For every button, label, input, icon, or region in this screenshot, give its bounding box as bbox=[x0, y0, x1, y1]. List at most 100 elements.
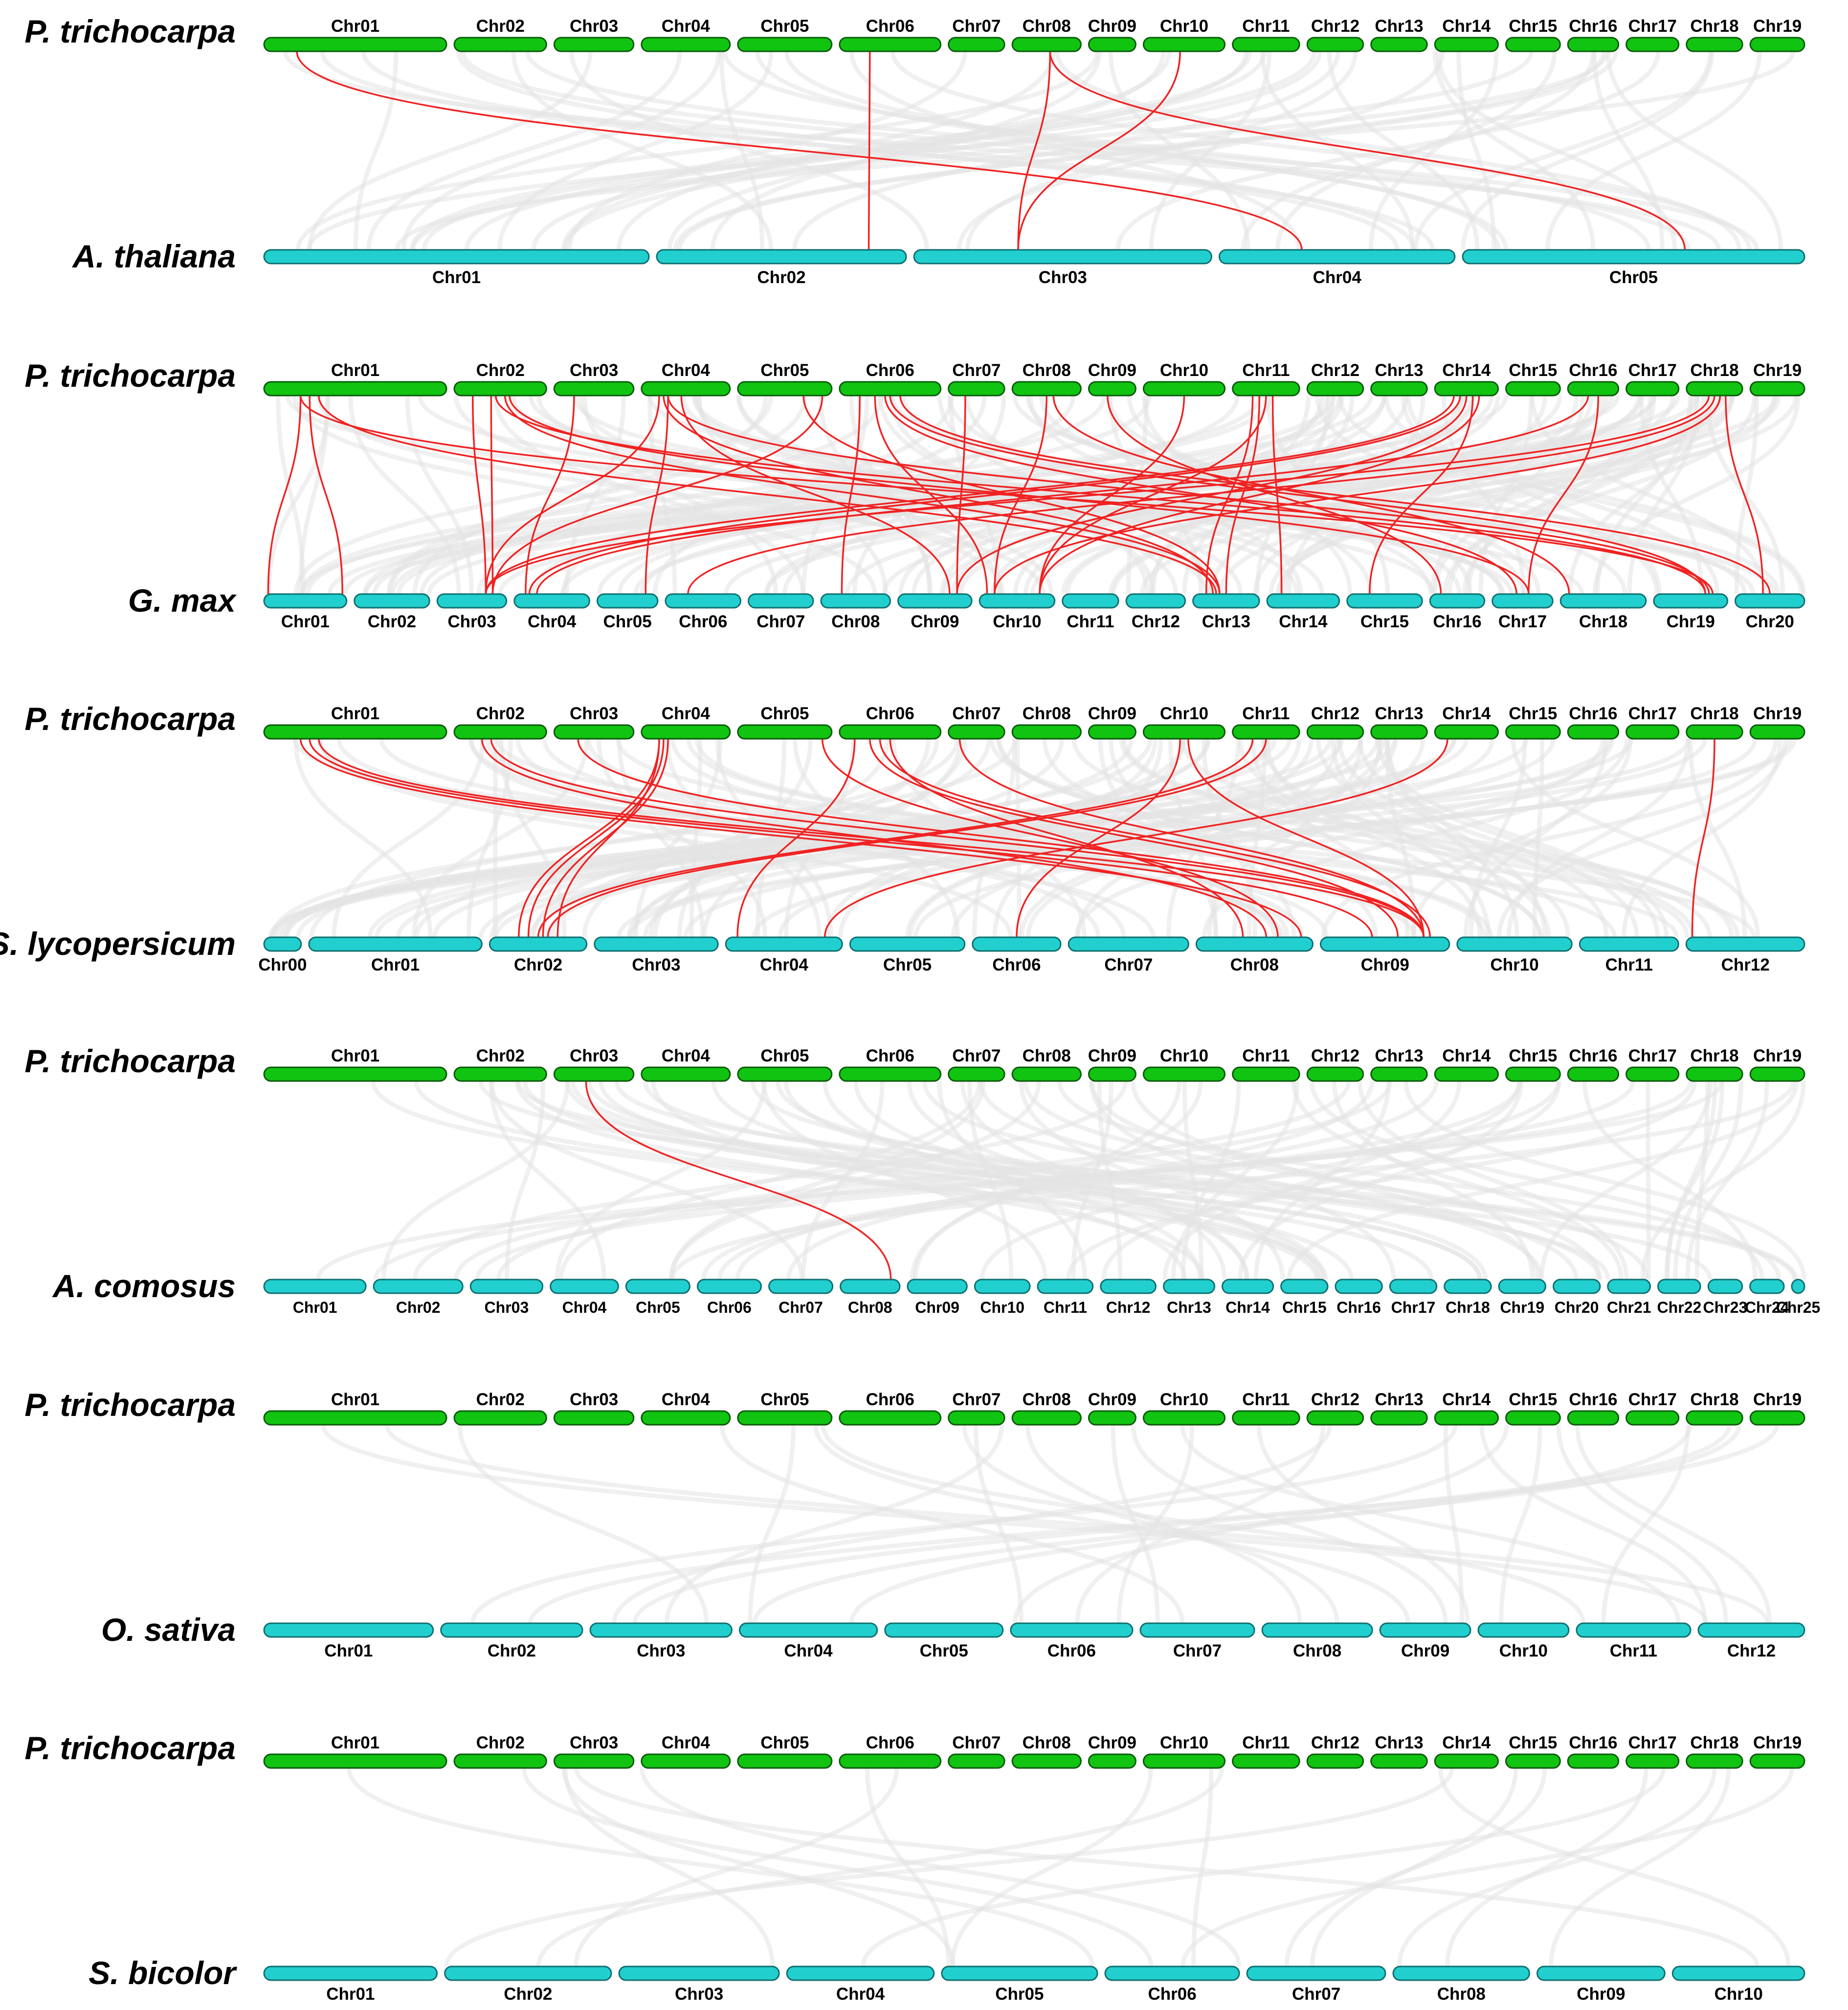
reference-chromosome-label: Chr10 bbox=[1160, 1733, 1208, 1752]
background-link bbox=[615, 738, 1617, 938]
reference-chromosome-label: Chr16 bbox=[1569, 17, 1617, 36]
reference-chromosome-bar-17 bbox=[1686, 1753, 1743, 1769]
reference-chromosome-bar-9 bbox=[1142, 37, 1226, 52]
query-chromosome-label: Chr01 bbox=[371, 955, 420, 974]
background-link bbox=[1685, 1081, 1769, 1280]
query-chromosome-bar-12 bbox=[1192, 593, 1260, 609]
reference-chromosome-label: Chr17 bbox=[1628, 17, 1677, 36]
reference-chromosome-bar-4 bbox=[737, 1066, 833, 1082]
reference-chromosome-label: Chr05 bbox=[760, 17, 809, 36]
background-link bbox=[1162, 1081, 1462, 1280]
background-link bbox=[1545, 51, 1762, 250]
background-link bbox=[300, 395, 1107, 595]
query-chromosome-label: Chr04 bbox=[1313, 268, 1362, 287]
reference-chromosome-label: Chr10 bbox=[1160, 17, 1208, 36]
query-chromosome-label: Chr08 bbox=[1437, 1985, 1486, 2004]
reference-chromosome-bar-9 bbox=[1142, 1066, 1226, 1082]
reference-chromosome-label: Chr13 bbox=[1375, 1046, 1423, 1065]
query-chromosome-bar-15 bbox=[1335, 1279, 1383, 1294]
reference-chromosome-bar-18 bbox=[1749, 724, 1805, 740]
background-link bbox=[719, 51, 765, 250]
query-chromosome-label: Chr11 bbox=[1067, 612, 1114, 631]
background-link bbox=[309, 738, 959, 938]
background-link bbox=[865, 1767, 951, 1967]
reference-chromosome-label: Chr15 bbox=[1509, 1390, 1557, 1409]
highlight-link bbox=[868, 51, 871, 250]
reference-chromosome-bar-12 bbox=[1370, 1410, 1428, 1426]
reference-chromosome-label: Chr01 bbox=[331, 1046, 379, 1065]
reference-chromosome-label: Chr11 bbox=[1242, 17, 1290, 36]
query-chromosome-label: Chr13 bbox=[1202, 612, 1250, 631]
query-chromosome-bar-2 bbox=[469, 1279, 544, 1294]
reference-chromosome-label: Chr04 bbox=[662, 17, 711, 36]
query-chromosome-bar-11 bbox=[1100, 1279, 1157, 1294]
background-link bbox=[317, 738, 1156, 938]
reference-chromosome-label: Chr07 bbox=[952, 1390, 1001, 1409]
background-link bbox=[1287, 1081, 1799, 1280]
query-chromosome-label: Chr18 bbox=[1446, 1299, 1490, 1316]
reference-chromosome-bar-14 bbox=[1505, 724, 1561, 740]
highlight-link bbox=[687, 395, 1715, 595]
query-chromosome-label: Chr12 bbox=[1727, 1641, 1776, 1660]
reference-chromosome-bar-7 bbox=[1011, 1753, 1082, 1769]
query-chromosome-bar-8 bbox=[1379, 1622, 1471, 1638]
query-chromosome-bar-9 bbox=[1477, 1622, 1570, 1638]
query-chromosome-label: Chr06 bbox=[992, 955, 1041, 974]
query-chromosome-bar-19 bbox=[1735, 593, 1805, 609]
reference-chromosome-bar-12 bbox=[1370, 381, 1428, 397]
reference-chromosome-bar-14 bbox=[1505, 1753, 1561, 1769]
reference-chromosome-label: Chr05 bbox=[760, 704, 809, 723]
query-chromosome-label: Chr05 bbox=[995, 1985, 1044, 2004]
query-chromosome-bar-2 bbox=[618, 1966, 780, 1981]
background-link bbox=[1256, 1424, 1470, 1624]
background-link bbox=[1592, 51, 1665, 250]
background-link bbox=[722, 51, 1651, 250]
background-link bbox=[1640, 1081, 1806, 1280]
highlight-link bbox=[1369, 395, 1474, 595]
background-link bbox=[1337, 738, 1639, 938]
query-chromosome-bar-6 bbox=[748, 593, 814, 609]
reference-chromosome-label: Chr13 bbox=[1375, 704, 1423, 723]
highlight-link bbox=[841, 395, 861, 595]
background-link bbox=[1665, 1081, 1717, 1280]
reference-chromosome-label: Chr14 bbox=[1442, 1046, 1491, 1065]
reference-chromosome-label: Chr09 bbox=[1088, 1733, 1136, 1752]
background-link bbox=[632, 1424, 1732, 1624]
query-chromosome-bar-4 bbox=[725, 936, 843, 952]
background-link bbox=[1442, 395, 1526, 595]
query-chromosome-bar-3 bbox=[738, 1622, 878, 1638]
reference-chromosome-bar-2 bbox=[553, 37, 635, 52]
query-chromosome-bar-11 bbox=[1697, 1622, 1805, 1638]
reference-chromosome-label: Chr01 bbox=[331, 704, 379, 723]
reference-chromosome-bar-1 bbox=[453, 381, 547, 397]
query-chromosome-bar-1 bbox=[440, 1622, 583, 1638]
query-chromosome-label: Chr09 bbox=[1577, 1985, 1625, 2004]
background-link bbox=[634, 738, 723, 938]
query-chromosome-bar-1 bbox=[444, 1966, 612, 1981]
reference-chromosome-bar-4 bbox=[737, 37, 833, 52]
background-link bbox=[1310, 1767, 1518, 1967]
background-link bbox=[1430, 395, 1585, 595]
reference-chromosome-label: Chr07 bbox=[952, 1046, 1001, 1065]
reference-chromosome-label: Chr03 bbox=[570, 1390, 618, 1409]
query-chromosome-label: Chr07 bbox=[779, 1299, 823, 1316]
reference-chromosome-bar-5 bbox=[839, 724, 942, 740]
query-chromosome-bar-0 bbox=[263, 1966, 438, 1981]
query-chromosome-bar-2 bbox=[436, 593, 508, 609]
reference-chromosome-label: Chr11 bbox=[1242, 1046, 1290, 1065]
query-chromosome-label: Chr10 bbox=[1490, 955, 1538, 974]
reference-chromosome-bar-10 bbox=[1232, 1066, 1300, 1082]
query-chromosome-bar-1 bbox=[373, 1279, 464, 1294]
query-chromosome-bar-13 bbox=[1222, 1279, 1274, 1294]
query-chromosome-bar-9 bbox=[1671, 1966, 1805, 1981]
background-link bbox=[821, 1424, 1585, 1624]
reference-chromosome-label: Chr09 bbox=[1088, 17, 1136, 36]
reference-chromosome-bar-2 bbox=[553, 1753, 635, 1769]
highlight-link bbox=[958, 738, 1425, 938]
highlight-link bbox=[956, 395, 966, 595]
background-link bbox=[401, 51, 721, 250]
reference-chromosome-bar-5 bbox=[839, 37, 942, 52]
reference-chromosome-bar-1 bbox=[453, 724, 547, 740]
reference-chromosome-bar-12 bbox=[1370, 724, 1428, 740]
highlight-link bbox=[994, 395, 1721, 595]
